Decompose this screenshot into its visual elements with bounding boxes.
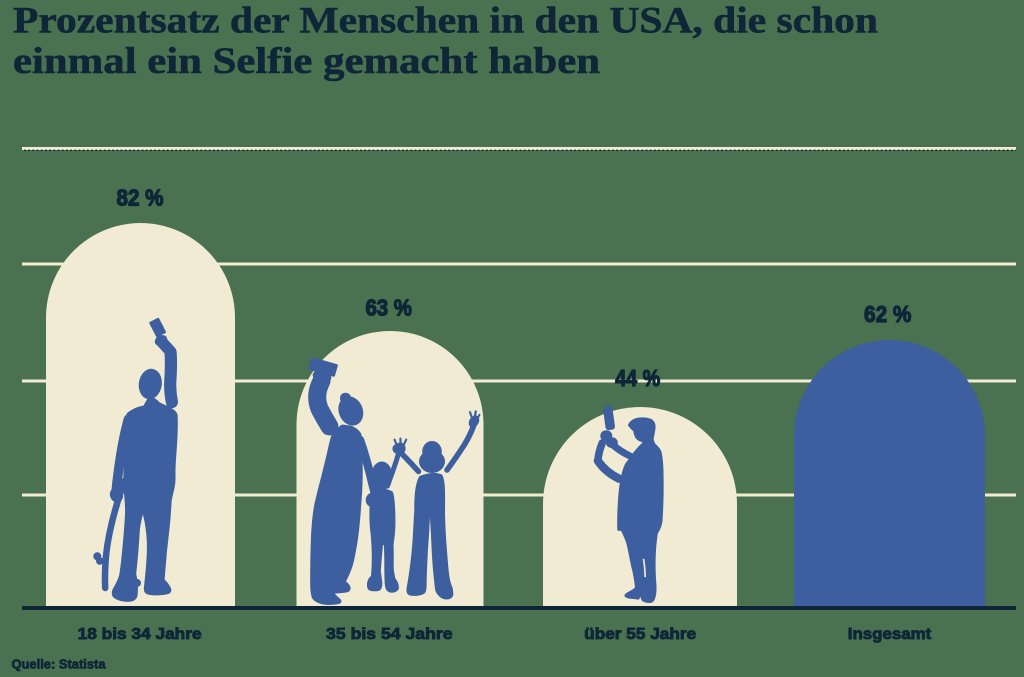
svg-text:44 %: 44 % [615,365,660,391]
svg-text:Quelle: Statista: Quelle: Statista [12,658,107,672]
svg-text:über 55 Jahre: über 55 Jahre [584,626,696,643]
svg-text:Prozentsatz der Menschen in de: Prozentsatz der Menschen in den USA, die… [13,1,878,42]
svg-text:62 %: 62 % [864,301,911,327]
svg-text:82 %: 82 % [117,185,164,211]
svg-text:einmal ein Selfie gemacht habe: einmal ein Selfie gemacht haben [13,41,600,82]
svg-text:Insgesamt: Insgesamt [848,626,932,643]
svg-text:35 bis 54 Jahre: 35 bis 54 Jahre [326,626,453,643]
svg-text:63 %: 63 % [365,295,412,321]
svg-text:18 bis 34 Jahre: 18 bis 34 Jahre [78,626,202,643]
